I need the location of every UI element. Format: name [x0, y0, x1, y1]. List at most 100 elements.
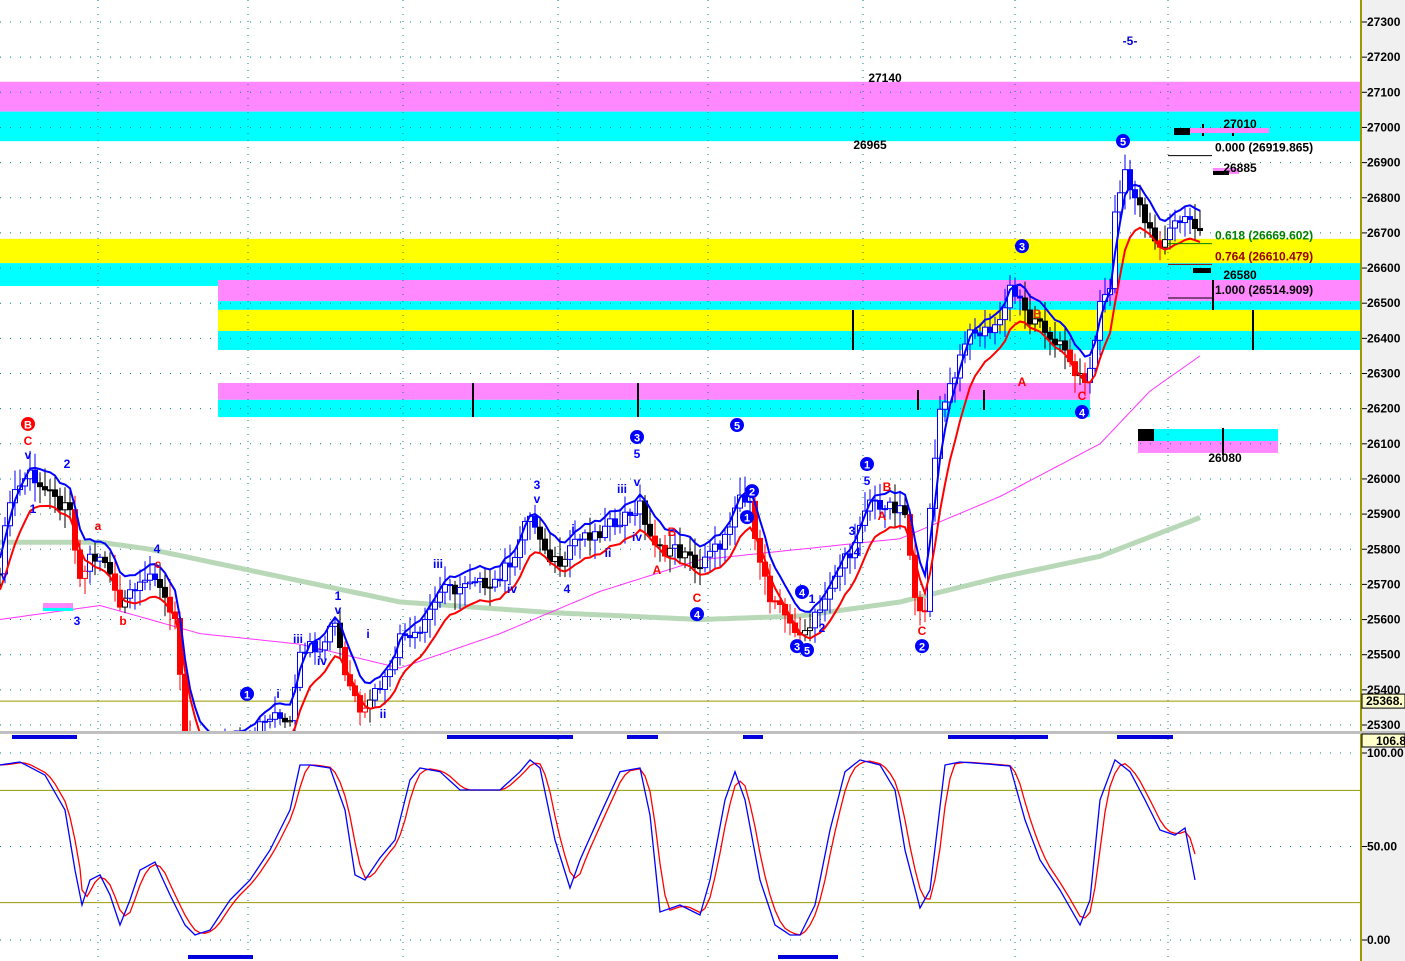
- marker-bar: [1193, 268, 1211, 273]
- oscillator-pane[interactable]: [0, 739, 1360, 961]
- wave-label: 2: [749, 487, 755, 499]
- zone-yellow: [0, 238, 1360, 264]
- candle-body: [892, 501, 898, 514]
- candle-body: [427, 608, 433, 621]
- price-pane[interactable]: 27140 26965 27010 26885 26580 26080 -5- 0.000 (…: [0, 0, 1405, 773]
- candle-body: [827, 587, 833, 600]
- y-tick-label: 26600: [1367, 261, 1401, 275]
- candle-body: [922, 610, 928, 613]
- y-tick-label: 26800: [1367, 191, 1401, 205]
- wave-label: A: [653, 563, 662, 577]
- wave-label: c: [155, 557, 162, 571]
- candle-body: [627, 511, 633, 516]
- y-tick-label: 26000: [1367, 472, 1401, 486]
- candle-body: [717, 543, 723, 550]
- wave-circle: [800, 642, 814, 657]
- wave-label: B: [24, 419, 32, 431]
- candle-body: [702, 556, 708, 569]
- level-label: 26080: [1208, 451, 1242, 465]
- candle-body: [822, 598, 828, 611]
- marker-bar: [1213, 171, 1229, 175]
- candle-body: [1027, 309, 1033, 325]
- candle-body: [223, 745, 228, 749]
- candle-body: [707, 550, 713, 558]
- wave-label: 4: [799, 587, 806, 599]
- candle-body: [617, 524, 623, 528]
- signal-strip: [948, 735, 1048, 739]
- candle-body: [1042, 320, 1048, 333]
- wave-label: 1: [864, 460, 870, 472]
- wave-label: 4: [154, 542, 161, 556]
- candle-body: [127, 589, 133, 599]
- signal-strip: [447, 735, 573, 739]
- y-tick-label: 25600: [1367, 613, 1401, 627]
- candle-body: [1132, 189, 1138, 199]
- candle-body: [147, 573, 153, 581]
- wave-label: 1: [335, 589, 342, 603]
- zone-cyan: [218, 399, 1090, 418]
- candle-body: [82, 570, 88, 579]
- candle-body: [432, 601, 438, 610]
- marker-bar: [1138, 429, 1154, 441]
- candle-body: [198, 751, 203, 759]
- last-price-box: [1361, 693, 1405, 709]
- candle-body: [102, 556, 108, 564]
- wave-label: iii: [433, 557, 443, 571]
- fib-level-label: 0.764 (26610.479): [1215, 249, 1313, 263]
- wave-label: C: [693, 591, 702, 605]
- zone-cyan: [218, 301, 1360, 310]
- candle-body: [682, 551, 688, 559]
- signal-strip: [743, 735, 763, 739]
- level-label: 26965: [853, 138, 887, 152]
- y-tick-label: 26700: [1367, 226, 1401, 240]
- candle-body: [712, 543, 718, 552]
- wave-label: i: [571, 522, 574, 536]
- wave-label: 1: [30, 502, 37, 516]
- candle-body: [507, 562, 513, 568]
- y-tick-label: 26900: [1367, 156, 1401, 170]
- candle-body: [1127, 169, 1133, 191]
- candle-body: [697, 567, 703, 570]
- candle-body: [277, 712, 283, 719]
- axis-separator: [1360, 731, 1405, 734]
- candle-body: [867, 499, 873, 512]
- upper-band-line: [0, 183, 1201, 731]
- wave-circle: [21, 416, 35, 431]
- candle-body: [497, 578, 503, 582]
- y-tick-label: 25700: [1367, 577, 1401, 591]
- y-tick-label: 27100: [1367, 85, 1401, 99]
- candle-body: [862, 510, 868, 526]
- candle-body: [677, 544, 683, 559]
- candle-body: [722, 533, 728, 550]
- slow-moving-average-line: [0, 515, 1201, 623]
- price-axis[interactable]: 27300 27200 27100 27000 26900 26800 26700 26600…: [1360, 0, 1405, 961]
- candle-body: [1117, 192, 1123, 213]
- candle-body: [807, 627, 813, 632]
- candle-body: [457, 586, 463, 595]
- y-tick-label: 25500: [1367, 648, 1401, 662]
- wave-label: 4: [694, 610, 701, 622]
- candle-body: [107, 562, 113, 575]
- candle-body: [157, 579, 163, 588]
- marker-bar: [43, 603, 73, 608]
- y-tick-label: 27200: [1367, 50, 1401, 64]
- wave-label: v: [25, 448, 32, 462]
- candle-body: [622, 511, 628, 526]
- wave-label: 2: [919, 642, 925, 654]
- wave-circle: [690, 607, 704, 622]
- zone-yellow: [218, 309, 1360, 331]
- wave-circle: [1075, 405, 1089, 420]
- y-tick-label: 26300: [1367, 367, 1401, 381]
- candle-body: [327, 625, 333, 643]
- candle-body: [847, 553, 853, 559]
- candle-body: [587, 532, 593, 541]
- wave-label: v: [634, 475, 641, 489]
- candle-body: [1057, 340, 1063, 346]
- candle-body: [872, 499, 878, 502]
- wave-label: 3: [74, 614, 81, 628]
- level-label: 26580: [1223, 268, 1257, 282]
- signal-strip: [1117, 735, 1173, 739]
- candle-body: [47, 489, 53, 492]
- candle-body: [577, 538, 583, 541]
